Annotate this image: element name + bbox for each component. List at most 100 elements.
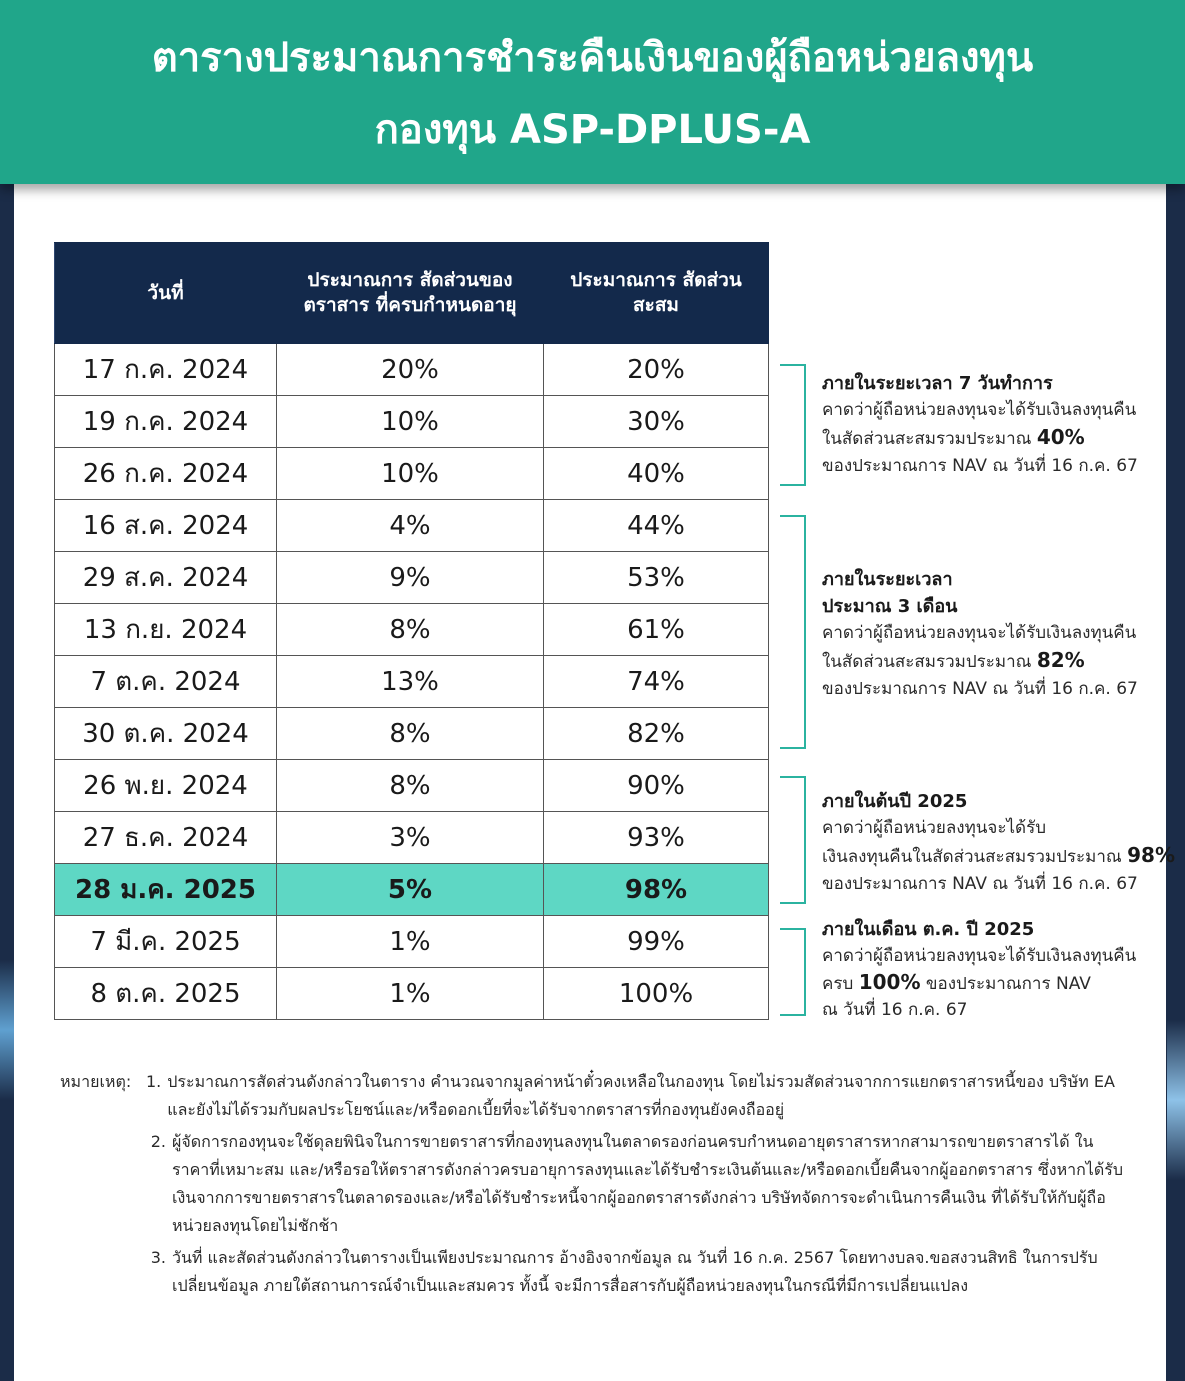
- footnote-text: วันที่ และสัดส่วนดังกล่าวในตารางเป็นเพีย…: [172, 1248, 1098, 1295]
- cell-maturing-ratio: 1%: [276, 915, 544, 968]
- cell-date: 13 ก.ย. 2024: [54, 603, 277, 656]
- side-note-7-days: ภายในระยะเวลา 7 วันทำการ คาดว่าผู้ถือหน่…: [822, 370, 1138, 480]
- note-line: ของประมาณการ NAV ณ วันที่ 16 ก.ค. 67: [822, 874, 1138, 894]
- cell-cumulative-ratio: 90%: [543, 759, 769, 812]
- cell-maturing-ratio: 10%: [276, 395, 544, 448]
- note-heading: ภายในระยะเวลา 7 วันทำการ: [822, 373, 1053, 394]
- cell-maturing-ratio: 8%: [276, 603, 544, 656]
- table-row: 19 ก.ค. 2024 10% 30%: [54, 395, 769, 448]
- footnote-number: 1.: [145, 1072, 162, 1091]
- cell-date: 29 ส.ค. 2024: [54, 551, 277, 604]
- footnotes: หมายเหตุ: 1. ประมาณการสัดส่วนดังกล่าวในต…: [60, 1068, 1130, 1300]
- note-percent: 40%: [1036, 425, 1085, 449]
- table-row: 7 ต.ค. 2024 13% 74%: [54, 655, 769, 708]
- note-text: ในสัดส่วนสะสมรวมประมาณ: [822, 429, 1032, 449]
- bracket-group-1: [780, 364, 806, 486]
- cell-maturing-ratio: 20%: [276, 343, 544, 396]
- cell-maturing-ratio: 10%: [276, 447, 544, 500]
- footnote-label: หมายเหตุ:: [60, 1072, 132, 1091]
- cell-cumulative-ratio: 98%: [543, 863, 769, 916]
- note-line: คาดว่าผู้ถือหน่วยลงทุนจะได้รับ: [822, 818, 1046, 838]
- cell-date: 16 ส.ค. 2024: [54, 499, 277, 552]
- note-line: คาดว่าผู้ถือหน่วยลงทุนจะได้รับเงินลงทุนค…: [822, 400, 1137, 420]
- note-line: ในสัดส่วนสะสมรวมประมาณ 40%: [822, 424, 1138, 453]
- note-line: ณ วันที่ 16 ก.ค. 67: [822, 1000, 968, 1020]
- note-line: ครบ 100% ของประมาณการ NAV: [822, 969, 1136, 997]
- cell-date: 30 ต.ค. 2024: [54, 707, 277, 760]
- cell-date: 27 ธ.ค. 2024: [54, 811, 277, 864]
- note-line: คาดว่าผู้ถือหน่วยลงทุนจะได้รับเงินลงทุนค…: [822, 623, 1137, 643]
- note-line: ของประมาณการ NAV ณ วันที่ 16 ก.ค. 67: [822, 456, 1138, 476]
- footnote-number: 2.: [150, 1132, 166, 1151]
- note-heading: ภายในเดือน ต.ค. ปี 2025: [822, 919, 1035, 940]
- table-row: 8 ต.ค. 2025 1% 100%: [54, 967, 769, 1020]
- bracket-group-4: [780, 928, 806, 1016]
- footnote-item: 2. ผู้จัดการกองทุนจะใช้ดุลยพินิจในการขาย…: [60, 1128, 1130, 1240]
- footnote-item: หมายเหตุ: 1. ประมาณการสัดส่วนดังกล่าวในต…: [60, 1068, 1130, 1124]
- footnote-number: 3.: [150, 1248, 166, 1267]
- cell-date: 8 ต.ค. 2025: [54, 967, 277, 1020]
- cell-maturing-ratio: 5%: [276, 863, 544, 916]
- note-heading: ภายในระยะเวลา: [822, 569, 953, 590]
- table-row: 16 ส.ค. 2024 4% 44%: [54, 499, 769, 552]
- col-header-cumulative-ratio: ประมาณการ สัดส่วนสะสม: [543, 242, 769, 344]
- cell-cumulative-ratio: 30%: [543, 395, 769, 448]
- note-line: เงินลงทุนคืนในสัดส่วนสะสมรวมประมาณ 98%: [822, 842, 1175, 871]
- col-header-date: วันที่: [54, 242, 277, 344]
- table-row: 13 ก.ย. 2024 8% 61%: [54, 603, 769, 656]
- note-heading: ประมาณ 3 เดือน: [822, 596, 958, 617]
- cell-cumulative-ratio: 20%: [543, 343, 769, 396]
- cell-date: 19 ก.ค. 2024: [54, 395, 277, 448]
- note-line: คาดว่าผู้ถือหน่วยลงทุนจะได้รับเงินลงทุนค…: [822, 946, 1137, 966]
- bracket-group-3: [780, 776, 806, 904]
- note-percent: 98%: [1127, 843, 1175, 867]
- note-text: ในสัดส่วนสะสมรวมประมาณ: [822, 652, 1032, 672]
- col-header-maturing-ratio: ประมาณการ สัดส่วนของตราสาร ที่ครบกำหนดอา…: [276, 242, 544, 344]
- cell-maturing-ratio: 1%: [276, 967, 544, 1020]
- table-row-highlighted: 28 ม.ค. 2025 5% 98%: [54, 863, 769, 916]
- cell-maturing-ratio: 3%: [276, 811, 544, 864]
- note-percent: 100%: [858, 970, 921, 994]
- bracket-group-2: [780, 515, 806, 749]
- cell-maturing-ratio: 8%: [276, 707, 544, 760]
- note-line: ในสัดส่วนสะสมรวมประมาณ 82%: [822, 647, 1138, 676]
- table-row: 30 ต.ค. 2024 8% 82%: [54, 707, 769, 760]
- note-line: ของประมาณการ NAV ณ วันที่ 16 ก.ค. 67: [822, 679, 1138, 699]
- table-row: 26 ก.ค. 2024 10% 40%: [54, 447, 769, 500]
- title-banner: ตารางประมาณการชำระคืนเงินของผู้ถือหน่วยล…: [0, 0, 1185, 184]
- cell-cumulative-ratio: 74%: [543, 655, 769, 708]
- note-heading: ภายในต้นปี 2025: [822, 791, 968, 812]
- cell-cumulative-ratio: 61%: [543, 603, 769, 656]
- cell-cumulative-ratio: 82%: [543, 707, 769, 760]
- cell-date: 28 ม.ค. 2025: [54, 863, 277, 916]
- cell-date: 26 ก.ค. 2024: [54, 447, 277, 500]
- cell-date: 26 พ.ย. 2024: [54, 759, 277, 812]
- fund-name: กองทุน ASP-DPLUS-A: [374, 107, 811, 153]
- table-header-row: วันที่ ประมาณการ สัดส่วนของตราสาร ที่ครบ…: [54, 242, 769, 344]
- cell-maturing-ratio: 4%: [276, 499, 544, 552]
- cell-date: 7 ต.ค. 2024: [54, 655, 277, 708]
- side-note-early-2025: ภายในต้นปี 2025 คาดว่าผู้ถือหน่วยลงทุนจะ…: [822, 788, 1175, 898]
- cell-cumulative-ratio: 99%: [543, 915, 769, 968]
- note-text: ของประมาณการ NAV: [925, 974, 1091, 994]
- table-row: 29 ส.ค. 2024 9% 53%: [54, 551, 769, 604]
- footnote-text: ประมาณการสัดส่วนดังกล่าวในตาราง คำนวณจาก…: [167, 1072, 1115, 1119]
- background-glow-left: [0, 960, 14, 1100]
- note-percent: 82%: [1036, 648, 1085, 672]
- note-text: ครบ: [822, 974, 854, 994]
- page-title: ตารางประมาณการชำระคืนเงินของผู้ถือหน่วยล…: [151, 35, 1034, 81]
- note-text: เงินลงทุนคืนในสัดส่วนสะสมรวมประมาณ: [822, 847, 1122, 867]
- cell-date: 17 ก.ค. 2024: [54, 343, 277, 396]
- cell-maturing-ratio: 8%: [276, 759, 544, 812]
- side-note-oct-2025: ภายในเดือน ต.ค. ปี 2025 คาดว่าผู้ถือหน่ว…: [822, 917, 1136, 1023]
- cell-date: 7 มี.ค. 2025: [54, 915, 277, 968]
- side-note-3-months: ภายในระยะเวลา ประมาณ 3 เดือน คาดว่าผู้ถื…: [822, 566, 1138, 703]
- cell-cumulative-ratio: 53%: [543, 551, 769, 604]
- cell-maturing-ratio: 9%: [276, 551, 544, 604]
- cell-maturing-ratio: 13%: [276, 655, 544, 708]
- footnote-item: 3. วันที่ และสัดส่วนดังกล่าวในตารางเป็นเ…: [60, 1244, 1130, 1300]
- cell-cumulative-ratio: 93%: [543, 811, 769, 864]
- repayment-schedule-table: วันที่ ประมาณการ สัดส่วนของตราสาร ที่ครบ…: [54, 242, 769, 1020]
- background-glow-right: [1167, 1020, 1185, 1180]
- table-row: 7 มี.ค. 2025 1% 99%: [54, 915, 769, 968]
